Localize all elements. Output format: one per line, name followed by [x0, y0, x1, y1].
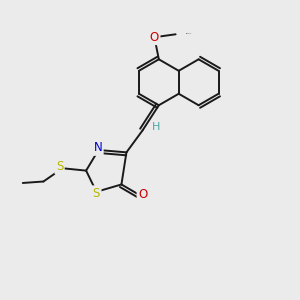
- Text: S: S: [93, 187, 100, 200]
- Text: O: O: [150, 31, 159, 44]
- Text: H: H: [152, 122, 160, 132]
- Text: S: S: [56, 160, 63, 173]
- Text: methoxy: methoxy: [186, 33, 192, 34]
- Text: O: O: [138, 188, 147, 201]
- Text: N: N: [94, 141, 102, 154]
